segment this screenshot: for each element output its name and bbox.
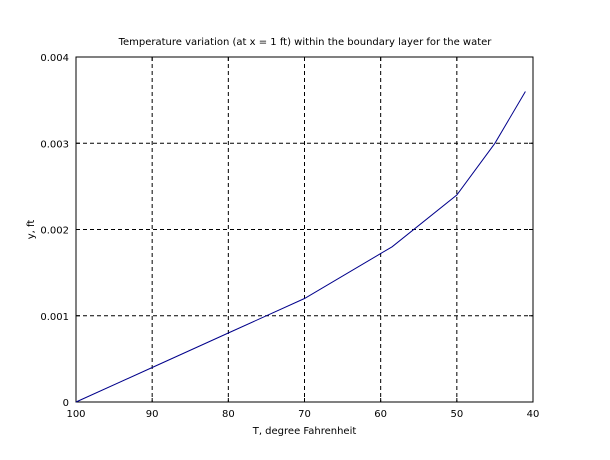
x-tick-label: 90 bbox=[146, 409, 159, 420]
chart-title: Temperature variation (at x = 1 ft) with… bbox=[118, 37, 493, 48]
y-tick-label: 0.003 bbox=[40, 139, 69, 150]
series-group bbox=[75, 91, 526, 403]
x-tick-label: 100 bbox=[66, 409, 85, 420]
grid bbox=[76, 57, 533, 402]
y-axis-label: y, ft bbox=[26, 220, 37, 240]
y-tick-label: 0.001 bbox=[40, 312, 69, 323]
series-line bbox=[75, 91, 526, 403]
y-tick-label: 0.004 bbox=[40, 53, 69, 64]
x-tick-label: 40 bbox=[527, 409, 540, 420]
y-tick-label: 0.002 bbox=[40, 226, 69, 237]
x-tick-label: 60 bbox=[374, 409, 387, 420]
x-tick-label: 50 bbox=[450, 409, 463, 420]
x-tick-label: 80 bbox=[222, 409, 235, 420]
x-tick-label: 70 bbox=[298, 409, 311, 420]
y-tick-label: 0 bbox=[63, 398, 69, 409]
axis-ticks: 100 90 80 70 60 50 40 0 0.001 0.002 0.003 0.004 bbox=[40, 53, 539, 420]
x-axis-label: T, degree Fahrenheit bbox=[252, 426, 357, 437]
